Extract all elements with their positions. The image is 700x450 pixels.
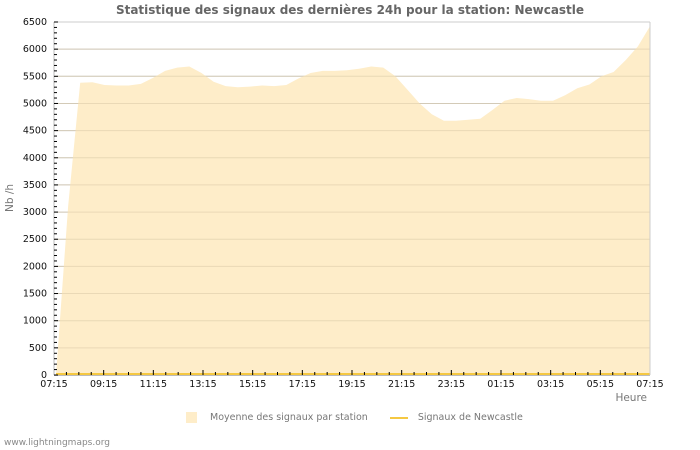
- axes: [53, 22, 651, 376]
- svg-text:1000: 1000: [23, 316, 47, 327]
- svg-text:5000: 5000: [23, 98, 47, 109]
- svg-text:03:15: 03:15: [537, 379, 564, 390]
- svg-text:11:15: 11:15: [140, 379, 167, 390]
- svg-text:500: 500: [29, 343, 47, 354]
- x-axis-ticks: 07:15 09:15 11:15 13:15 15:15 17:15 19:15 21:15…: [40, 370, 664, 390]
- svg-text:21:15: 21:15: [388, 379, 415, 390]
- svg-text:05:15: 05:15: [587, 379, 614, 390]
- svg-text:17:15: 17:15: [289, 379, 316, 390]
- svg-text:13:15: 13:15: [189, 379, 216, 390]
- chart-plot: 0 500 1000 1500 2000 2500 3000 3500 4000 4500 5000…: [4, 17, 664, 404]
- svg-text:6500: 6500: [23, 17, 47, 28]
- svg-text:07:15: 07:15: [636, 379, 663, 390]
- svg-text:07:15: 07:15: [40, 379, 67, 390]
- svg-text:4000: 4000: [23, 153, 47, 164]
- svg-text:2000: 2000: [23, 261, 47, 272]
- svg-text:2500: 2500: [23, 234, 47, 245]
- x-axis-label: Heure: [615, 392, 647, 404]
- svg-text:01:15: 01:15: [487, 379, 514, 390]
- svg-text:19:15: 19:15: [338, 379, 365, 390]
- y-axis-label: Nb /h: [4, 184, 16, 212]
- y-axis-ticks: 0 500 1000 1500 2000 2500 3000 3500 4000 4500 5000…: [23, 17, 58, 381]
- svg-text:1500: 1500: [23, 289, 47, 300]
- line-legend-swatch: [389, 416, 408, 419]
- svg-text:23:15: 23:15: [438, 379, 465, 390]
- chart-title: Statistique des signaux des dernières 24…: [115, 3, 585, 17]
- svg-text:3500: 3500: [23, 180, 47, 191]
- average-signals-area: [56, 26, 650, 376]
- area-legend-swatch: [186, 412, 197, 423]
- svg-text:0: 0: [41, 370, 47, 381]
- legend-area-label: Moyenne des signaux par station: [210, 412, 368, 423]
- legend: Moyenne des signaux par station Signaux …: [186, 412, 523, 423]
- svg-text:15:15: 15:15: [239, 379, 266, 390]
- svg-text:5500: 5500: [23, 71, 47, 82]
- svg-text:4500: 4500: [23, 126, 47, 137]
- svg-text:09:15: 09:15: [90, 379, 117, 390]
- legend-line-label: Signaux de Newcastle: [417, 412, 523, 423]
- svg-text:3000: 3000: [23, 207, 47, 218]
- svg-text:6000: 6000: [23, 44, 47, 55]
- source-link[interactable]: www.lightningmaps.org: [4, 438, 110, 448]
